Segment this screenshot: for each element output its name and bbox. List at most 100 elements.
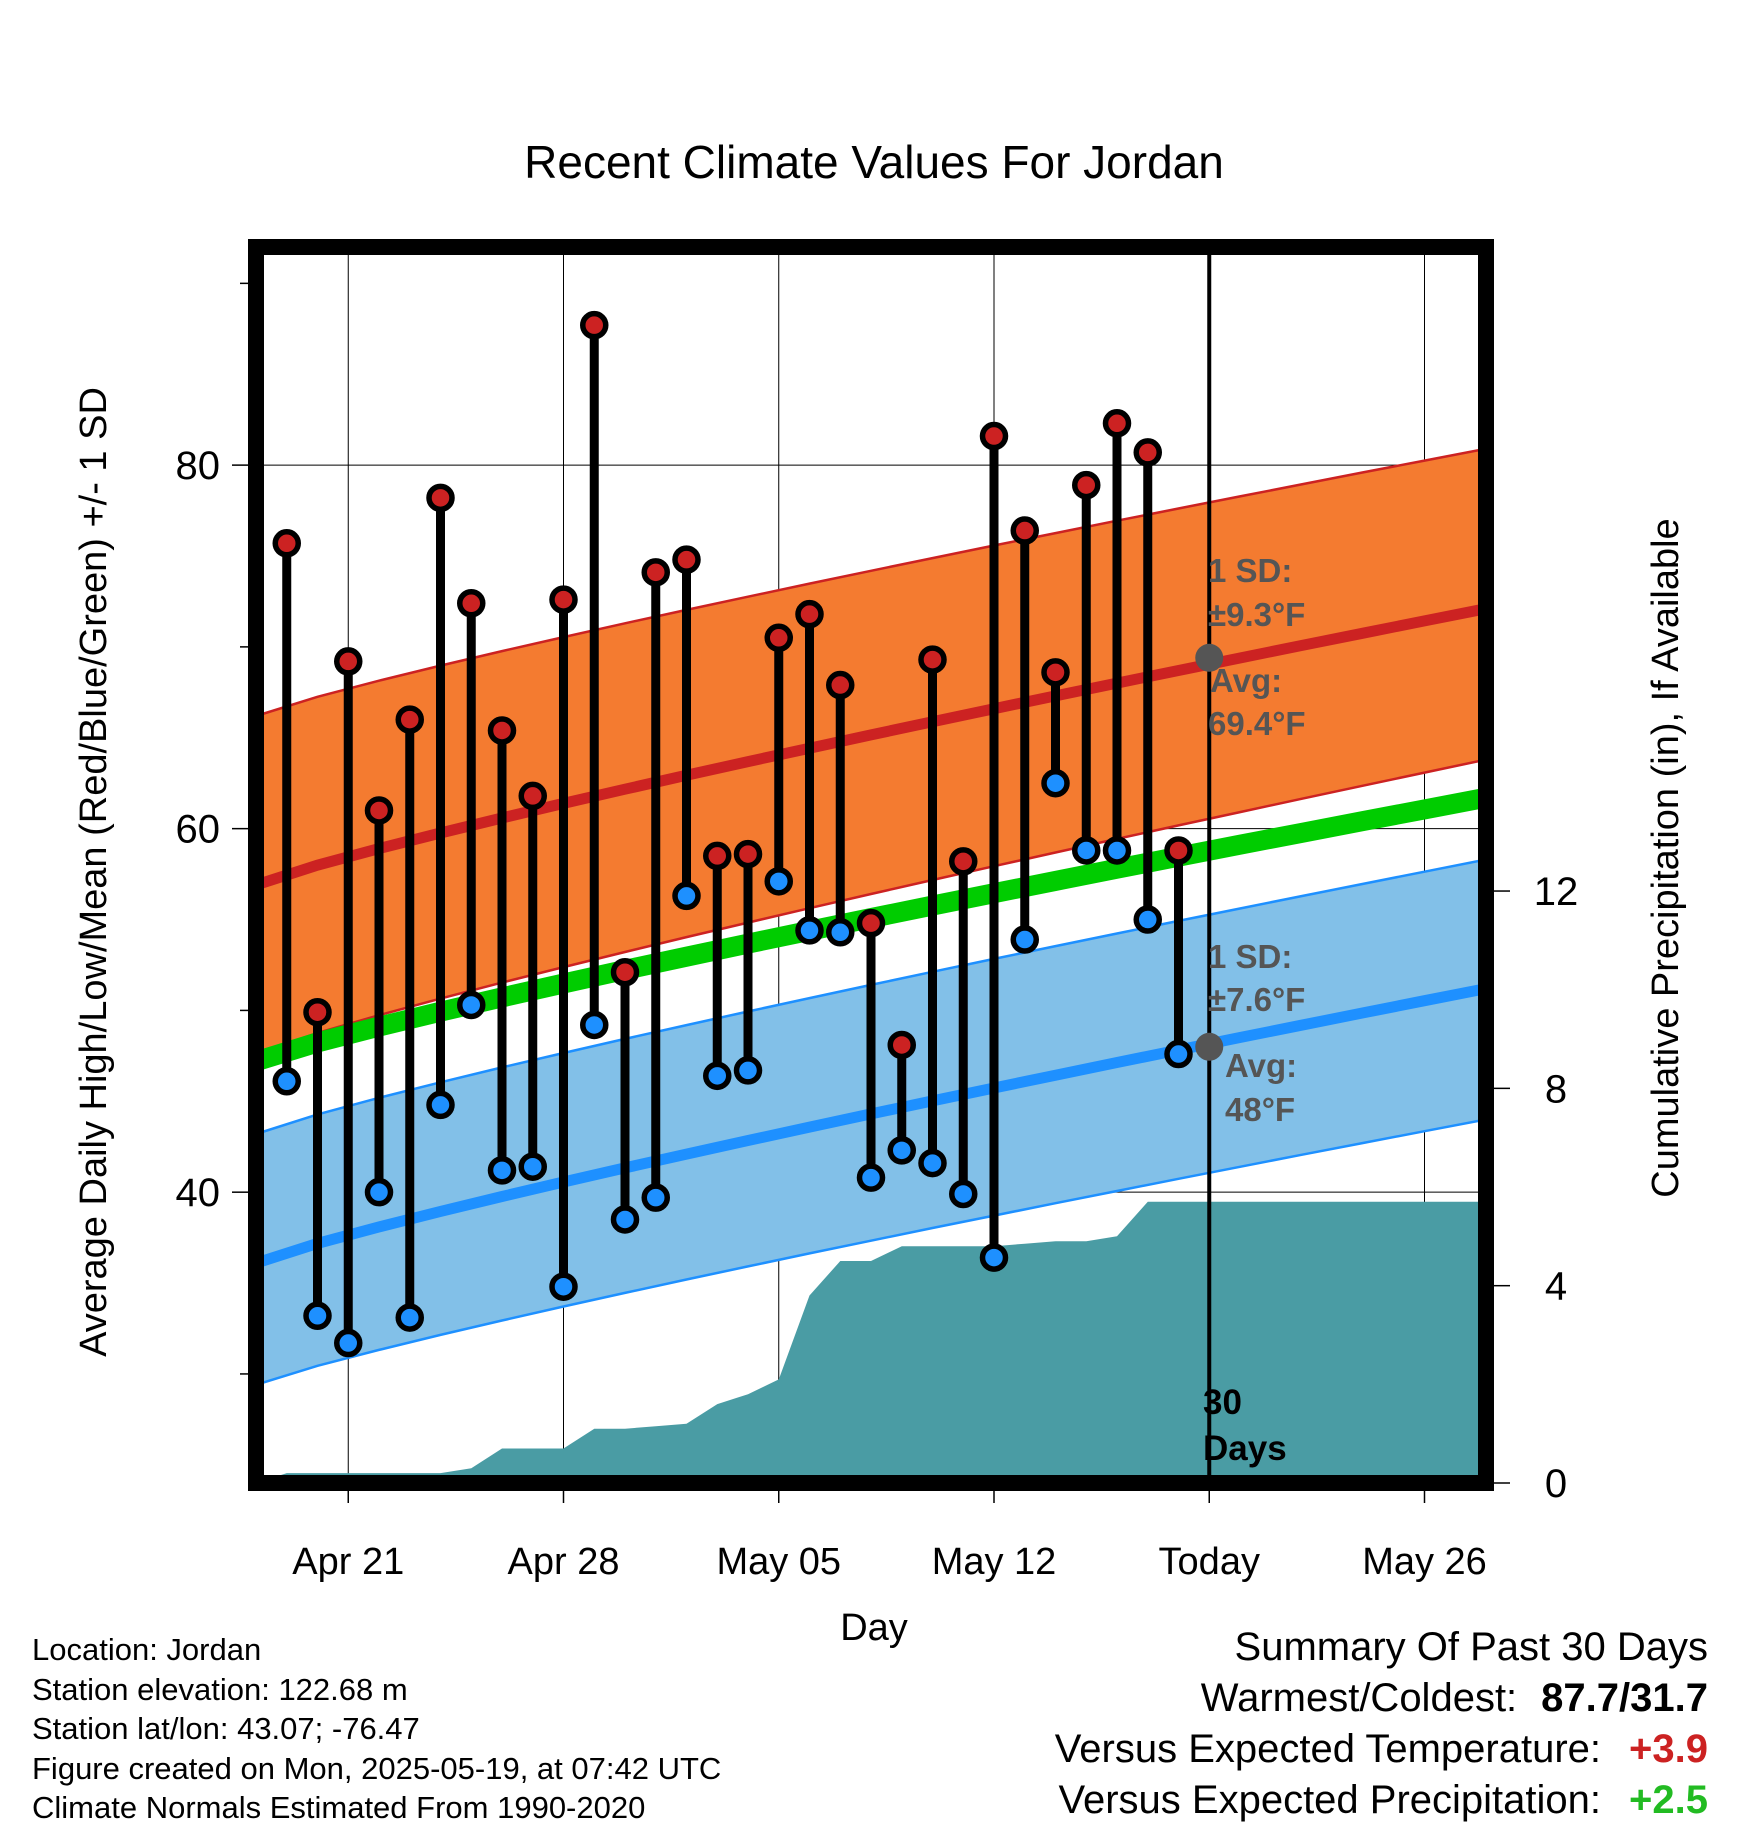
obs-high-point [979,421,1009,451]
obs-low-point [1041,768,1070,798]
period-annotation: 30 Days [1203,1383,1287,1468]
x-tick-label: May 26 [1362,1541,1487,1583]
low-avg-value: 48°F [1225,1091,1295,1128]
obs-high-point [580,310,609,340]
plot-frame [248,239,1494,1491]
obs-low-point [949,1179,978,1209]
low-annotation: 1 SD: ±7.6°F Avg: 48°F [1208,938,1305,1128]
chart-title: Recent Climate Values For Jordan [524,136,1224,188]
temp-value: +3.9 [1629,1727,1708,1771]
obs-high-point [487,716,517,745]
obs-high-point [949,847,978,876]
obs-high-point [764,623,793,653]
obs-high-point [610,957,640,987]
x-tick-label: Apr 21 [292,1541,404,1583]
obs-low-point [795,916,824,945]
location-text: Location: Jordan [32,1632,262,1667]
obs-low-point [610,1205,640,1234]
summary-title: Summary Of Past 30 Days [1234,1625,1708,1669]
x-tick-label: Today [1159,1541,1260,1583]
obs-low-point [457,990,486,1020]
obs-low-point [303,1301,332,1331]
high-sd-label: 1 SD: [1208,552,1292,589]
y2-tick-label: 12 [1534,870,1579,914]
warm-cold-value: 87.7/31.7 [1541,1676,1708,1720]
obs-high-point [918,645,947,674]
obs-high-point [795,599,824,629]
obs-high-point [426,483,455,513]
y-tick-label: 60 [176,808,221,852]
y-axis-label: Average Daily High/Low/Mean (Red/Blue/Gr… [73,387,115,1357]
y2-tick-label: 8 [1545,1067,1567,1111]
x-tick-label: Apr 28 [508,1541,620,1583]
warm-cold-label: Warmest/Coldest: [1200,1676,1518,1720]
low-sd-value: ±7.6°F [1208,981,1305,1018]
y2-axis-label: Cumulative Precipitation (in), If Availa… [1645,518,1687,1197]
today-high-avg-marker [1195,643,1224,672]
obs-low-point [918,1148,947,1178]
high-avg-value: 69.4°F [1208,705,1306,742]
obs-low-point [518,1152,547,1181]
obs-high-point [549,585,578,614]
obs-high-point [733,839,763,869]
obs-low-point [426,1090,455,1120]
latlon-text: Station lat/lon: 43.07; -76.47 [32,1711,420,1746]
station-info: Location: Jordan Station elevation: 122.… [32,1630,721,1828]
obs-high-point [641,558,670,587]
temp-label: Versus Expected Temperature: [1054,1727,1602,1771]
x-tick-label: May 12 [932,1541,1057,1583]
x-axis-label: Day [840,1607,908,1649]
summary-panel: Summary Of Past 30 Days Warmest/Coldest:… [1055,1622,1708,1826]
obs-low-point [487,1156,517,1185]
obs-low-point [764,867,793,896]
obs-low-point [549,1272,578,1301]
obs-high-point [518,781,547,811]
y2-tick-label: 4 [1545,1265,1567,1309]
x-tick-label: May 05 [716,1541,841,1583]
elevation-text: Station elevation: 122.68 m [32,1671,408,1707]
low-sd-label: 1 SD: [1208,938,1292,975]
obs-high-point [1010,516,1039,545]
obs-high-point [826,670,855,700]
plot-area: 40 60 80 0 4 8 12 Apr 21 Apr 28 May 05 May 12 Today… [176,239,1579,1583]
high-avg-line [254,603,1488,891]
obs-high-point [1072,470,1101,500]
obs-low-point [334,1328,363,1358]
obs-low-point [887,1136,916,1165]
obs-high-point [364,796,394,825]
low-avg-label: Avg: [1225,1047,1297,1084]
period-number: 30 [1203,1383,1242,1422]
obs-low-point [1102,836,1132,865]
high-sd-value: ±9.3°F [1208,596,1305,633]
obs-high-point [334,647,363,676]
high-avg-label: Avg: [1210,662,1282,699]
obs-low-point [272,1067,301,1096]
obs-high-point [1041,658,1070,687]
today-low-avg-marker [1195,1032,1224,1061]
obs-low-point [703,1061,732,1091]
obs-high-point [272,529,301,558]
obs-low-point [395,1303,424,1332]
obs-high-point [1102,409,1132,438]
obs-low-point [826,918,855,947]
obs-high-point [887,1030,916,1060]
obs-low-point [672,881,701,911]
obs-low-point [733,1056,763,1085]
obs-low-point [580,1010,609,1040]
obs-high-point [703,841,732,871]
y-tick-label: 40 [176,1171,221,1215]
summary-temp-row: Versus Expected Temperature: +3.9 [1055,1724,1708,1775]
obs-high-point [303,997,332,1027]
obs-low-point [364,1177,394,1207]
y-tick-label: 80 [176,444,221,488]
obs-high-point [1164,836,1193,865]
created-text: Figure created on Mon, 2025-05-19, at 07… [32,1750,722,1786]
precip-value: +2.5 [1629,1778,1708,1822]
obs-high-point [672,545,701,574]
obs-low-point [979,1243,1009,1272]
obs-high-point [1133,438,1162,467]
obs-high-point [457,589,486,618]
period-unit: Days [1203,1429,1287,1468]
obs-low-point [1133,905,1162,934]
